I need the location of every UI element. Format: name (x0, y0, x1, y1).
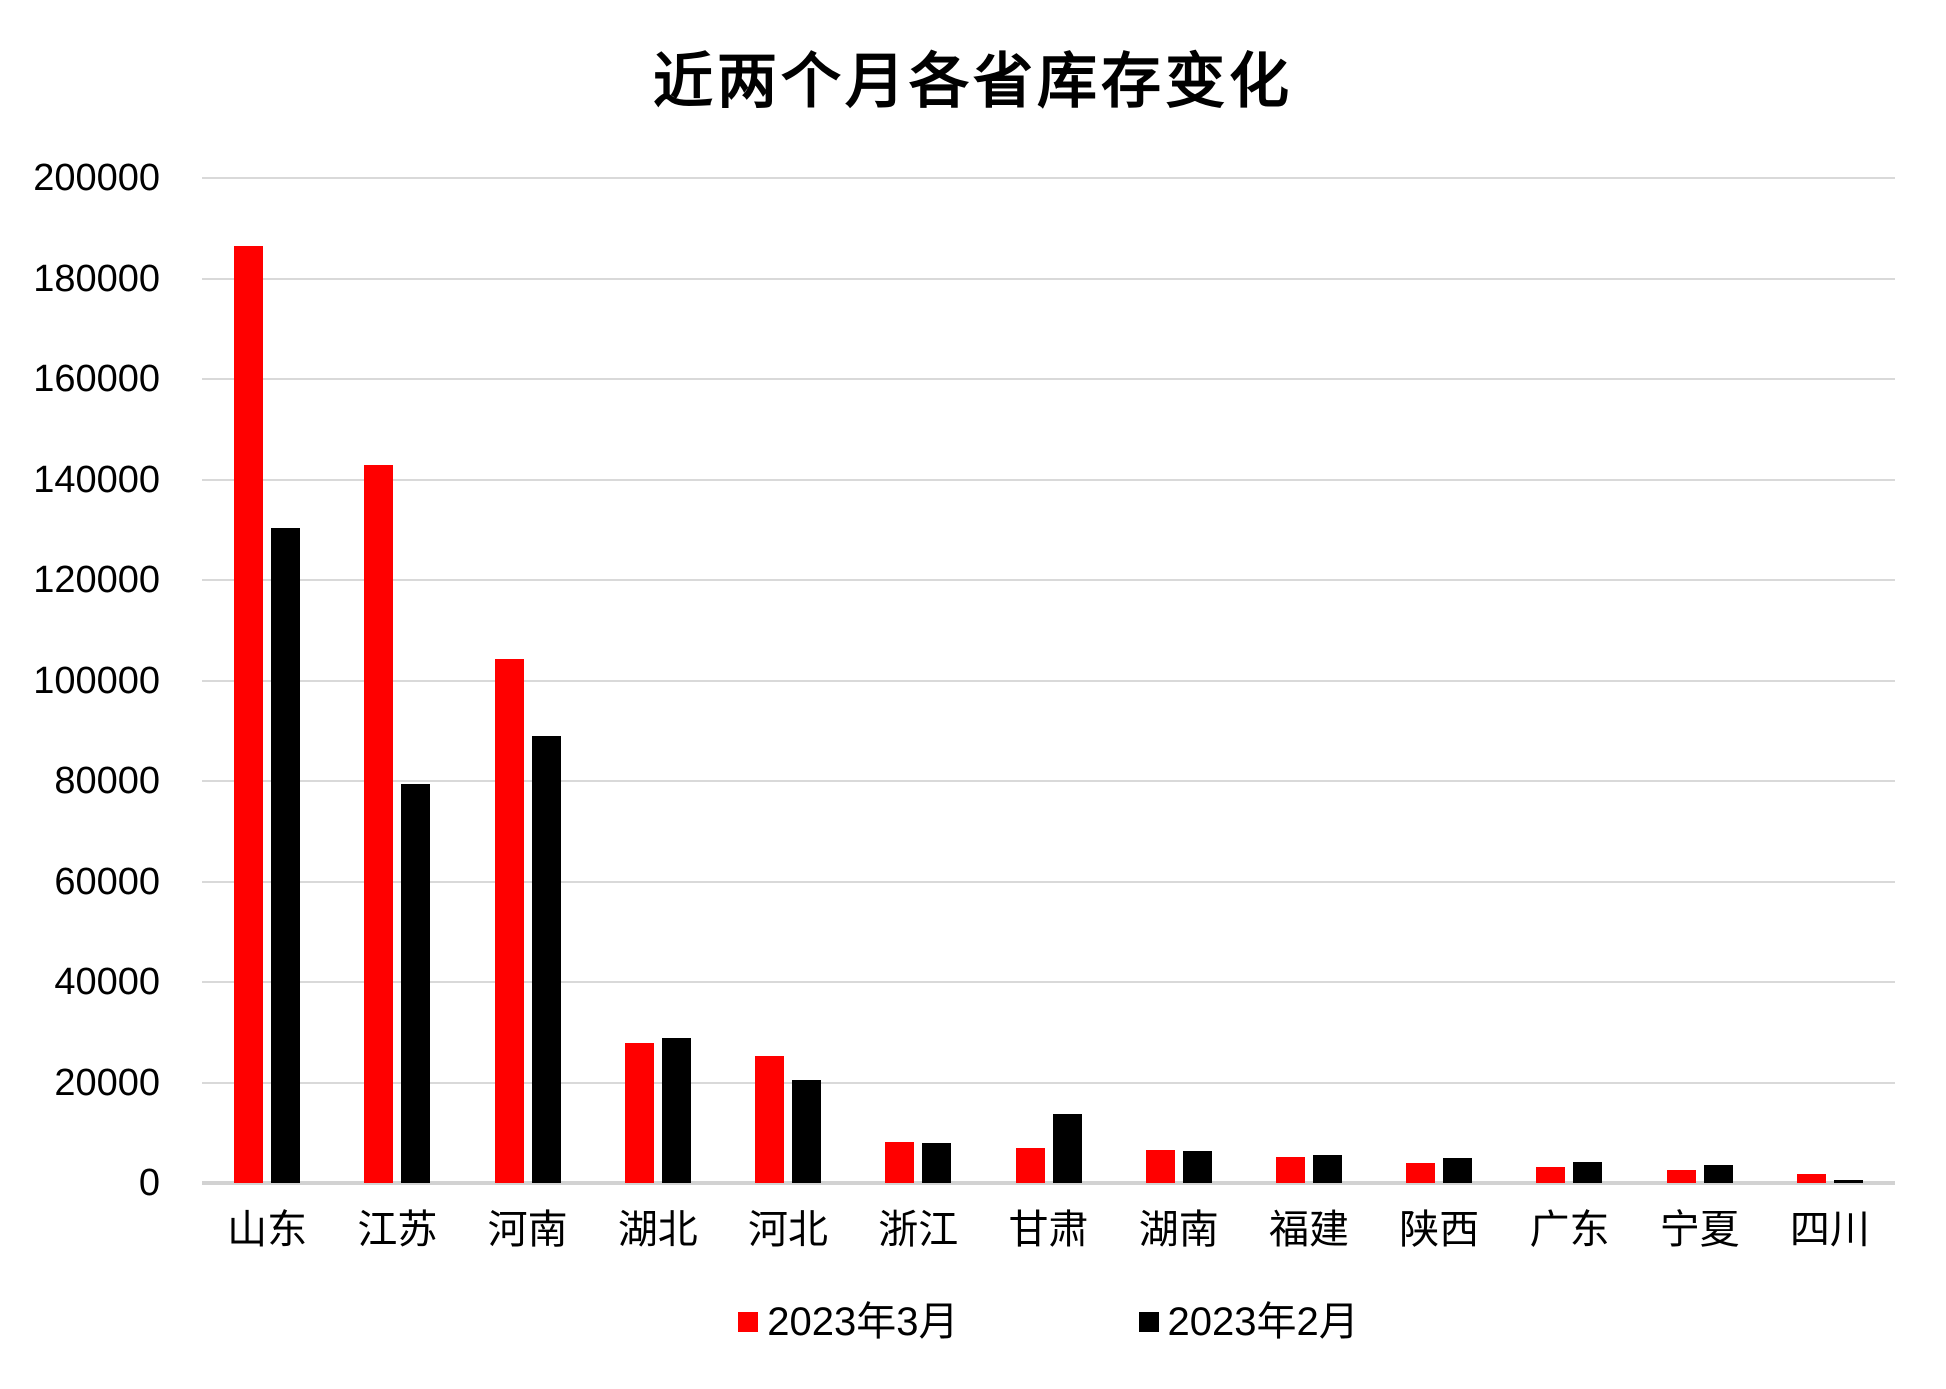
x-axis-label-湖南: 湖南 (1138, 1208, 1219, 1252)
bar-2023年2月-河南 (531, 736, 561, 1183)
bar-group-甘肃 (983, 178, 1113, 1183)
y-axis-tick-label: 0 (138, 1162, 160, 1204)
bar-group-四川 (1765, 178, 1895, 1183)
bar-2023年3月-河北 (755, 1056, 785, 1183)
y-axis-tick-label: 60000 (54, 860, 160, 903)
bar-2023年3月-湖北 (624, 1043, 654, 1183)
gridline (202, 981, 1895, 983)
x-axis: 山东 江苏 河南 湖北 河北 浙江 甘肃 湖南 福建 陕西 广东 宁夏 四川 (202, 1206, 1895, 1254)
bar-2023年3月-甘肃 (1015, 1148, 1045, 1183)
gridline (202, 1081, 1895, 1084)
bar-group-广东 (1504, 178, 1634, 1183)
legend-label: 2023年2月 (1167, 1300, 1359, 1344)
bar-group-河北 (723, 178, 853, 1183)
bar-2023年2月-四川 (1833, 1180, 1863, 1183)
x-axis-line (202, 1181, 1895, 1185)
bar-2023年3月-陕西 (1406, 1163, 1436, 1183)
bar-2023年3月-宁夏 (1666, 1170, 1696, 1183)
y-axis-tick-label: 200000 (33, 157, 160, 199)
y-axis-tick-label: 160000 (33, 358, 160, 400)
y-axis-tick-label: 180000 (33, 257, 160, 300)
bar-series-container (202, 178, 1895, 1183)
bar-group-湖北 (593, 178, 723, 1183)
bar-group-宁夏 (1635, 178, 1765, 1183)
y-axis-tick-label: 40000 (54, 961, 160, 1003)
bar-2023年3月-山东 (234, 246, 264, 1183)
x-axis-label-四川: 四川 (1789, 1208, 1870, 1252)
gridline (202, 780, 1895, 782)
x-axis-label-陕西: 陕西 (1399, 1208, 1480, 1252)
bar-group-浙江 (853, 178, 983, 1183)
legend: 2023年3月 2023年2月 (202, 1300, 1895, 1344)
bar-2023年3月-福建 (1275, 1157, 1305, 1183)
bar-2023年3月-四川 (1796, 1174, 1826, 1183)
bar-2023年2月-宁夏 (1703, 1165, 1733, 1183)
gridline (202, 679, 1895, 682)
x-axis-label-福建: 福建 (1268, 1208, 1349, 1252)
gridline (202, 177, 1895, 179)
legend-swatch-icon (1138, 1312, 1159, 1332)
bar-2023年3月-江苏 (364, 465, 394, 1183)
bar-group-江苏 (332, 178, 462, 1183)
gridline (202, 880, 1895, 883)
bar-group-河南 (462, 178, 592, 1183)
y-axis: 0 20000 40000 60000 80000 100000 120000 140000 1… (0, 158, 160, 1203)
bar-group-湖南 (1114, 178, 1244, 1183)
y-axis-tick-label: 140000 (33, 458, 160, 501)
x-axis-label-湖北: 湖北 (617, 1208, 698, 1252)
gridline (202, 579, 1895, 581)
x-axis-label-宁夏: 宁夏 (1659, 1208, 1740, 1252)
x-axis-label-甘肃: 甘肃 (1008, 1208, 1089, 1252)
bar-2023年3月-河南 (494, 659, 524, 1183)
y-axis-tick-label: 120000 (33, 559, 160, 601)
x-axis-label-江苏: 江苏 (357, 1208, 438, 1252)
legend-item-2023年2月: 2023年2月 (1138, 1300, 1359, 1344)
bar-2023年2月-甘肃 (1052, 1114, 1082, 1183)
legend-label: 2023年3月 (767, 1300, 959, 1344)
x-axis-label-山东: 山东 (227, 1208, 308, 1252)
bar-2023年2月-河北 (792, 1080, 822, 1183)
gridline (202, 378, 1895, 380)
bar-group-福建 (1244, 178, 1374, 1183)
bar-group-陕西 (1374, 178, 1504, 1183)
x-axis-label-河南: 河南 (487, 1208, 568, 1252)
bar-2023年2月-湖北 (661, 1038, 691, 1183)
y-axis-tick-label: 100000 (33, 659, 160, 702)
bar-2023年2月-浙江 (922, 1143, 952, 1183)
bar-2023年3月-湖南 (1145, 1150, 1175, 1183)
x-axis-label-浙江: 浙江 (878, 1208, 959, 1252)
bar-2023年2月-山东 (271, 528, 301, 1183)
gridline (202, 277, 1895, 280)
bar-2023年3月-广东 (1536, 1167, 1566, 1183)
x-axis-label-河北: 河北 (748, 1208, 829, 1252)
bar-2023年2月-陕西 (1443, 1158, 1473, 1183)
bar-2023年2月-湖南 (1182, 1151, 1212, 1183)
bar-2023年2月-福建 (1312, 1155, 1342, 1183)
legend-item-2023年3月: 2023年3月 (738, 1300, 959, 1344)
chart-title: 近两个月各省库存变化 (653, 48, 1293, 115)
bar-2023年2月-广东 (1573, 1162, 1603, 1183)
gridline (202, 478, 1895, 481)
y-axis-tick-label: 20000 (54, 1061, 160, 1104)
plot-area (202, 177, 1895, 1185)
bar-2023年2月-江苏 (401, 784, 431, 1183)
bar-group-山东 (202, 178, 332, 1183)
x-axis-label-广东: 广东 (1529, 1208, 1610, 1252)
bar-2023年3月-浙江 (885, 1142, 915, 1183)
y-axis-tick-label: 80000 (54, 760, 160, 802)
legend-swatch-icon (738, 1312, 759, 1332)
